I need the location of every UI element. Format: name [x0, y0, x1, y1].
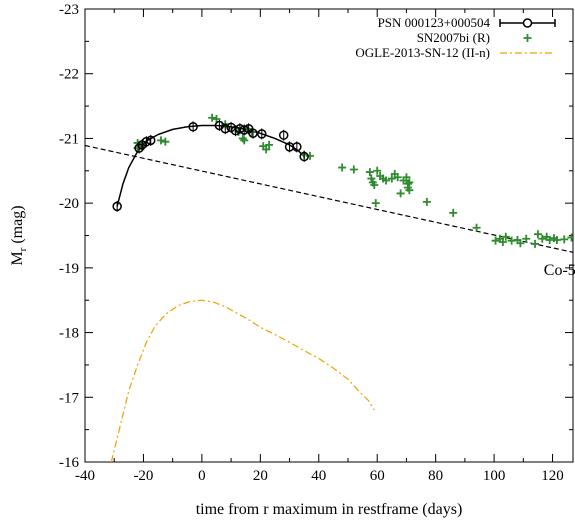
sn2007bi-point	[212, 115, 221, 124]
sn2007bi-point	[422, 197, 431, 206]
sn2007bi-point	[156, 136, 165, 145]
x-tick-label: 40	[311, 468, 326, 484]
sn2007bi-point	[522, 234, 531, 243]
x-tick-label: 80	[428, 468, 443, 484]
psn-point	[220, 123, 231, 134]
sn2007bi-point	[396, 189, 405, 198]
sn2007bi-point	[405, 186, 414, 195]
x-tick-label: 120	[541, 468, 564, 484]
sn2007bi-point	[498, 237, 507, 246]
sn2007bi-point	[262, 145, 271, 154]
psn-point	[248, 128, 258, 139]
legend-label: PSN 000123+000504	[378, 15, 491, 30]
psn-point	[299, 151, 309, 162]
sn2007bi-point	[365, 168, 374, 177]
y-tick-label: -18	[59, 326, 79, 342]
annotations: Co-56	[544, 262, 575, 279]
y-tick-label: -19	[59, 261, 79, 277]
sn2007bi-point	[533, 230, 542, 239]
x-tick-label: 20	[253, 468, 268, 484]
y-tick-label: -20	[59, 196, 79, 212]
sn2007bi-point	[545, 236, 554, 245]
y-axis-title-unit: (mag)	[9, 205, 26, 247]
x-tick-label: 60	[370, 468, 385, 484]
psn-point	[257, 129, 267, 139]
sn2007bi-point	[371, 199, 380, 208]
x-axis-title: time from r maximum in restframe (days)	[196, 501, 463, 518]
x-tick-label: -40	[75, 468, 95, 484]
sn2007bi-point	[381, 176, 390, 185]
sn2007bi-point	[393, 173, 402, 182]
y-axis-title: Mr (mag)	[9, 205, 29, 265]
legend-swatch-marker	[523, 34, 532, 42]
sn2007bi-point	[265, 140, 274, 149]
psn-point	[292, 142, 302, 152]
sn2007bi-point	[449, 208, 458, 217]
sn2007bi-point	[516, 239, 525, 248]
sn2007bi-point	[349, 165, 358, 174]
sn2007bi-point	[367, 174, 376, 183]
legend-label: OGLE-2013-SN-12 (II-n)	[355, 45, 490, 60]
psn-point	[112, 201, 122, 212]
ogle-series-line	[110, 299, 375, 462]
y-tick-label: -17	[59, 390, 79, 406]
co56-reference-line	[85, 144, 573, 253]
co56-label: Co-56	[544, 262, 575, 279]
sn2007bi-point	[531, 239, 540, 248]
sn2007bi-point	[501, 232, 510, 241]
sn2007bi-point	[370, 181, 379, 190]
sn2007bi-point	[338, 163, 347, 172]
axis-ticks	[85, 9, 573, 462]
sn2007bi-point	[373, 166, 382, 175]
sn2007bi-point	[552, 236, 561, 245]
psn-point	[278, 130, 289, 140]
sn2007bi-point	[306, 151, 315, 160]
x-tick-label: -20	[133, 468, 153, 484]
sn2007bi-point	[208, 113, 217, 122]
sn2007bi-point	[240, 136, 249, 145]
sn2007bi-point	[387, 174, 396, 183]
sn2007bi-point	[472, 223, 481, 232]
legend-swatch-marker	[522, 18, 533, 28]
sn2007bi-point	[567, 233, 573, 242]
axis-tick-labels: -40 -20 0 20 40 60 80 100 120 -16 -17 -18 -19 -20 -21 -…	[59, 2, 564, 484]
y-tick-label: -22	[59, 67, 79, 83]
x-tick-label: 0	[198, 468, 206, 484]
plot-area	[85, 113, 573, 462]
psn-fit-curve	[116, 124, 305, 207]
sn2007bi-point	[560, 235, 569, 244]
y-axis-title-subscript: r	[17, 247, 29, 251]
sn2007bi-point	[491, 236, 500, 245]
sn2007bi-point	[405, 178, 414, 187]
psn-point	[188, 122, 198, 132]
sn2007bi-point	[538, 234, 547, 243]
psn-point	[145, 135, 156, 146]
y-tick-label: -23	[59, 2, 79, 18]
y-tick-label: -21	[59, 131, 79, 147]
sn2007bi-point	[402, 173, 411, 182]
y-tick-label: -16	[59, 455, 79, 471]
sn2007bi-point	[161, 137, 170, 146]
legend-label: SN2007bi (R)	[417, 30, 490, 45]
y-axis-title-main: M	[9, 251, 26, 265]
x-tick-label: 100	[483, 468, 506, 484]
